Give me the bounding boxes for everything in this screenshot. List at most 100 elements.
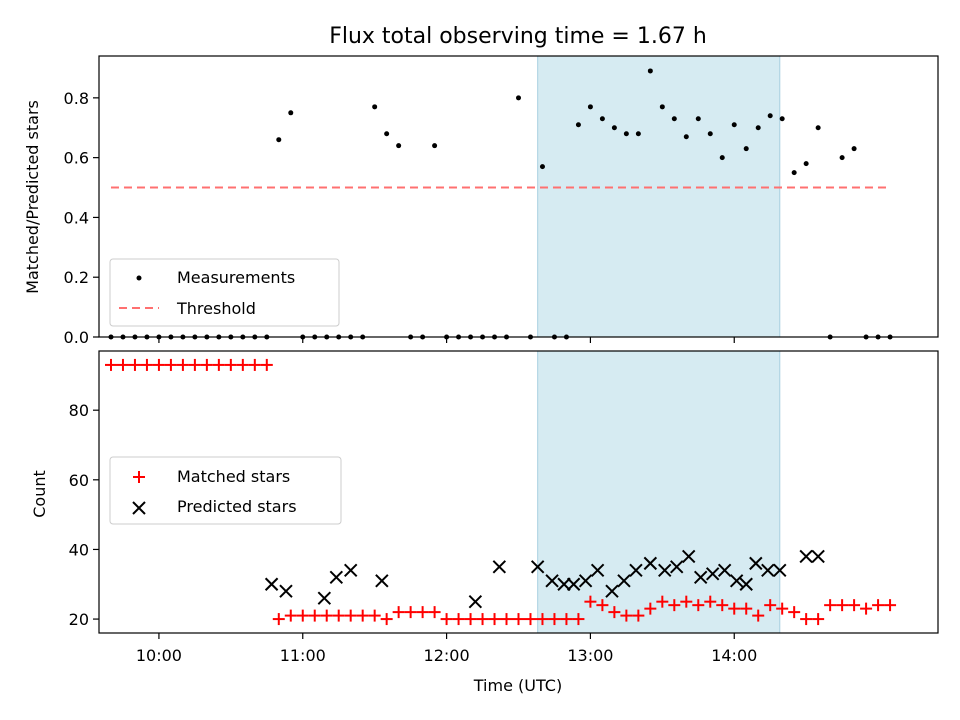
matched-star-point: [404, 606, 417, 619]
matched-star-point: [416, 606, 429, 619]
legend-predicted-label: Predicted stars: [177, 497, 297, 516]
matched-star-point: [332, 609, 345, 622]
measurement-point: [539, 164, 545, 170]
matched-star-point: [800, 613, 813, 626]
bottom-y-axis: 20 40 60 80: [69, 401, 99, 629]
matched-star-point: [296, 609, 309, 622]
predicted-star-point: [343, 563, 358, 578]
matched-star-point: [500, 613, 513, 626]
predicted-star-point: [658, 563, 672, 578]
matched-star-point: [644, 602, 657, 615]
matched-star-point: [344, 609, 357, 622]
top-y-tick-label: 0.6: [64, 149, 89, 168]
top-y-tick-label: 0.4: [64, 208, 89, 227]
matched-star-point: [692, 599, 705, 612]
bottom-axes-frame: [98, 350, 939, 634]
matched-star-point: [860, 602, 873, 615]
matched-star-point: [116, 358, 129, 371]
matched-star-point: [788, 606, 801, 619]
observing-span-bottom: [537, 350, 781, 634]
matched-star-point: [440, 613, 453, 626]
predicted-star-point: [590, 563, 605, 578]
x-tick-label: 13:00: [567, 646, 613, 665]
legend-matched-label: Matched stars: [177, 467, 290, 486]
bottom-y-tick-label: 20: [69, 610, 89, 629]
measurement-point: [695, 116, 701, 122]
matched-star-point: [392, 606, 405, 619]
predicted-star-point: [545, 574, 559, 588]
predicted-star-point: [566, 577, 581, 591]
bottom-y-tick-label: 40: [69, 540, 89, 559]
matched-star-point: [548, 613, 561, 626]
matched-star-point: [680, 595, 693, 608]
top-y-tick-label: 0.0: [64, 328, 89, 347]
matched-star-point: [104, 358, 117, 371]
matched-star-point: [824, 599, 837, 612]
predicted-star-point: [761, 563, 775, 578]
matched-star-point: [884, 599, 897, 612]
measurement-point: [635, 131, 641, 137]
predicted-star-point: [773, 563, 787, 578]
measurement-point: [623, 131, 629, 137]
top-y-tick-label: 0.8: [64, 89, 89, 108]
legend-measurements-marker: [136, 275, 142, 281]
matched-star-point: [164, 358, 177, 371]
matched-star-point: [872, 599, 885, 612]
measurement-point: [384, 131, 390, 137]
matched-star-point: [488, 613, 501, 626]
predicted-star-point: [799, 549, 813, 564]
matched-star-point: [128, 358, 141, 371]
matched-star-point: [836, 599, 849, 612]
predicted-star-point: [557, 577, 571, 591]
predicted-star-point: [530, 560, 545, 574]
predicted-star-point: [375, 574, 389, 588]
measurement-point: [755, 125, 761, 131]
x-tick-label: 14:00: [711, 646, 757, 665]
matched-star-point: [764, 599, 777, 612]
matched-star-point: [656, 595, 669, 608]
predicted-star-point: [317, 591, 332, 605]
matched-star-point: [140, 358, 153, 371]
matched-star-point: [524, 613, 537, 626]
predicted-star-point: [670, 560, 684, 574]
bottom-legend-box: [109, 456, 342, 525]
matched-star-point: [368, 609, 381, 622]
bottom-y-axis-label: Count: [30, 470, 49, 518]
x-tick-label: 12:00: [424, 646, 470, 665]
measurement-point: [599, 116, 605, 122]
measurement-point: [671, 116, 677, 122]
measurement-point: [575, 122, 581, 128]
legend-predicted-marker: [132, 501, 146, 515]
measurement-point: [731, 122, 737, 128]
predicted-star-point: [492, 560, 507, 574]
top-y-axis: 0.0 0.2 0.4 0.6 0.8: [64, 89, 99, 347]
predicted-star-point: [749, 556, 763, 571]
matched-star-point: [560, 613, 573, 626]
measurement-point: [516, 95, 521, 101]
measurement-point: [803, 161, 809, 167]
bottom-y-tick-label: 60: [69, 471, 89, 490]
measurement-point: [707, 131, 713, 137]
matched-star-point: [632, 609, 645, 622]
x-tick-label: 11:00: [280, 646, 326, 665]
measurement-point: [719, 155, 725, 161]
observing-span-top: [537, 55, 781, 338]
predicted-star-point: [705, 567, 720, 581]
x-axis-label: Time (UTC): [473, 676, 562, 695]
matched-star-point: [812, 613, 825, 626]
matched-star-point: [260, 358, 273, 371]
top-legend-box: [109, 258, 340, 327]
measurement-point: [647, 68, 653, 74]
predicted-star-point: [693, 570, 708, 585]
predicted-stars-series: [264, 549, 825, 609]
measurement-point: [587, 104, 593, 110]
matched-star-point: [152, 358, 165, 371]
matched-star-point: [428, 606, 441, 619]
measurement-point: [276, 137, 282, 143]
predicted-star-point: [264, 577, 279, 591]
matched-star-point: [176, 358, 189, 371]
measurement-point: [288, 110, 294, 116]
predicted-star-point: [329, 570, 344, 585]
matched-star-point: [668, 599, 681, 612]
